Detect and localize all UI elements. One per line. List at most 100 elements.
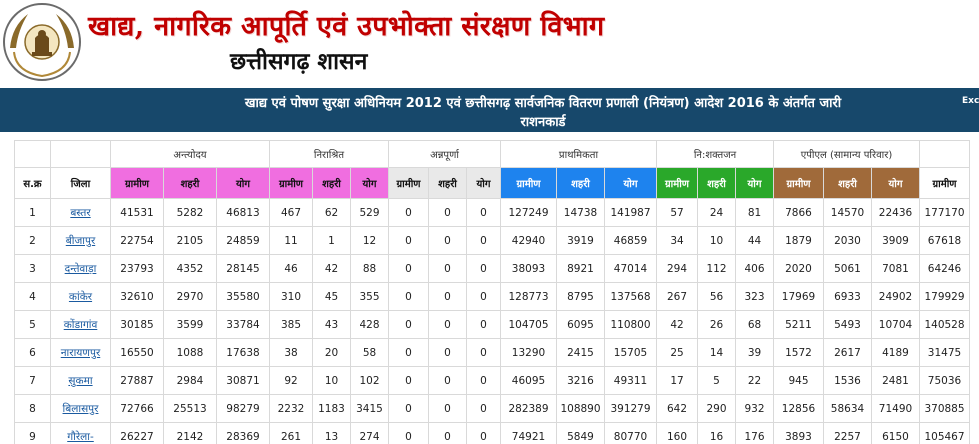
district-link[interactable]: गौरेला- [67,430,94,443]
value-cell: 17969 [773,282,824,311]
district-link[interactable]: सुकमा [68,374,93,387]
sub-header-row: स.क्र जिला ग्रामीण शहरी योग ग्रामीण शहरी… [14,167,970,199]
value-cell: 0 [428,254,467,283]
banner-line-1: खाद्य एवं पोषण सुरक्षा अधिनियम 2012 एवं … [244,96,842,111]
value-cell: 17 [656,366,698,395]
value-cell: 141987 [604,198,657,227]
serial-cell: 4 [14,282,51,311]
value-cell: 0 [466,338,501,367]
header-nishaktjan-urban[interactable]: शहरी [697,167,736,199]
header-pradhamikta-total[interactable]: योग [604,167,657,199]
value-cell: 10 [312,366,351,395]
value-cell: 1 [312,226,351,255]
district-link[interactable]: दन्तेवाड़ा [64,262,97,275]
value-cell: 0 [466,422,501,444]
header-apl-urban[interactable]: शहरी [823,167,872,199]
value-cell: 38 [269,338,313,367]
value-cell: 12 [350,226,389,255]
value-cell: 282389 [500,394,557,423]
value-cell: 26 [697,310,736,339]
value-cell: 7866 [773,198,824,227]
value-cell: 0 [466,310,501,339]
header-pradhamikta-urban[interactable]: शहरी [556,167,605,199]
group-header-blank [50,140,111,168]
value-cell: 81 [735,198,774,227]
header-serial[interactable]: स.क्र [14,167,51,199]
header-annapurna-rural[interactable]: ग्रामीण [388,167,429,199]
header-antyodaya-rural[interactable]: ग्रामीण [110,167,164,199]
value-cell: 6095 [556,310,605,339]
value-cell: 44 [735,226,774,255]
value-cell: 177170 [919,198,970,227]
department-title: खाद्य, नागरिक आपूर्ति एवं उपभोक्ता संरक्… [88,11,605,42]
value-cell: 370885 [919,394,970,423]
value-cell: 323 [735,282,774,311]
district-cell: बीजापुर [50,226,111,255]
value-cell: 92 [269,366,313,395]
header-nirashrit-total[interactable]: योग [350,167,389,199]
group-header-pradhamikta: प्राथमिकता [500,140,657,168]
value-cell: 46813 [216,198,270,227]
value-cell: 4352 [163,254,217,283]
serial-cell: 5 [14,310,51,339]
district-link[interactable]: नारायणपुर [60,346,101,359]
district-link[interactable]: बिलासपुर [62,402,99,415]
header-nishaktjan-rural[interactable]: ग्रामीण [656,167,698,199]
value-cell: 30185 [110,310,164,339]
table-row: 9 गौरेला- 26227 2142 28369 261 13 274 0 0 0 74921 58… [14,422,970,444]
value-cell: 0 [466,282,501,311]
value-cell: 0 [428,366,467,395]
header-antyodaya-total[interactable]: योग [216,167,270,199]
value-cell: 13290 [500,338,557,367]
header-apl-rural[interactable]: ग्रामीण [773,167,824,199]
value-cell: 58 [350,338,389,367]
value-cell: 64246 [919,254,970,283]
header-nirashrit-rural[interactable]: ग्रामीण [269,167,313,199]
header-pradhamikta-rural[interactable]: ग्रामीण [500,167,557,199]
value-cell: 0 [428,198,467,227]
value-cell: 2030 [823,226,872,255]
header-apl-total[interactable]: योग [871,167,920,199]
serial-cell: 6 [14,338,51,367]
value-cell: 945 [773,366,824,395]
district-link[interactable]: बीजापुर [65,234,96,247]
value-cell: 179929 [919,282,970,311]
table-row: 5 कोंडागांव 30185 3599 33784 385 43 428 0 0 0 10470… [14,310,970,339]
value-cell: 1572 [773,338,824,367]
district-link[interactable]: बस्तर [70,206,91,219]
export-link[interactable]: Exc [962,96,979,106]
value-cell: 310 [269,282,313,311]
header-grand-rural[interactable]: ग्रामीण [919,167,970,199]
group-header-antyodaya: अन्त्योदय [110,140,270,168]
value-cell: 0 [388,282,429,311]
value-cell: 1088 [163,338,217,367]
value-cell: 5282 [163,198,217,227]
value-cell: 46 [269,254,313,283]
header-antyodaya-urban[interactable]: शहरी [163,167,217,199]
value-cell: 105467 [919,422,970,444]
district-link[interactable]: कांकेर [68,290,93,303]
header-annapurna-urban[interactable]: शहरी [428,167,467,199]
value-cell: 5 [697,366,736,395]
value-cell: 176 [735,422,774,444]
table-row: 1 बस्तर 41531 5282 46813 467 62 529 0 0 0 127249 147… [14,198,970,227]
header-nishaktjan-total[interactable]: योग [735,167,774,199]
value-cell: 27887 [110,366,164,395]
table-row: 7 सुकमा 27887 2984 30871 92 10 102 0 0 0 46095 3216 4… [14,366,970,395]
value-cell: 290 [697,394,736,423]
header-annapurna-total[interactable]: योग [466,167,501,199]
value-cell: 6933 [823,282,872,311]
value-cell: 0 [428,422,467,444]
ration-card-table-container[interactable]: अन्त्योदय निराश्रित अन्नपूर्णा प्राथमिकत… [14,140,979,444]
value-cell: 261 [269,422,313,444]
header-district[interactable]: जिला [50,167,111,199]
value-cell: 0 [388,422,429,444]
value-cell: 2617 [823,338,872,367]
value-cell: 28369 [216,422,270,444]
header-nirashrit-urban[interactable]: शहरी [312,167,351,199]
table-row: 2 बीजापुर 22754 2105 24859 11 1 12 0 0 0 42940 3919 4… [14,226,970,255]
district-link[interactable]: कोंडागांव [63,318,98,331]
value-cell: 2232 [269,394,313,423]
value-cell: 22754 [110,226,164,255]
value-cell: 41531 [110,198,164,227]
